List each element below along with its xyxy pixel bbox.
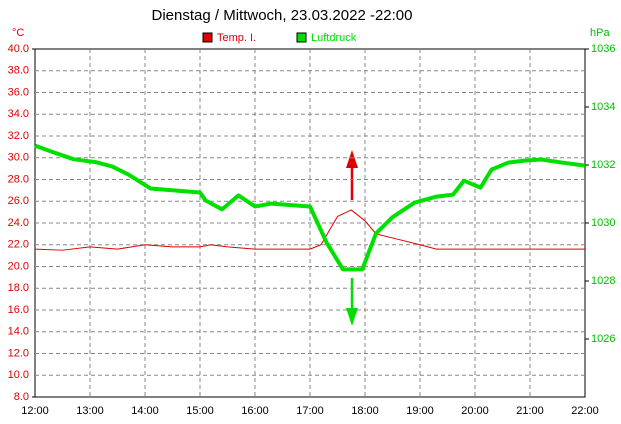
data-line bbox=[34, 209, 585, 251]
y-tick-label: 22.0 bbox=[8, 239, 29, 251]
y-tick-label: 32.0 bbox=[8, 130, 29, 142]
x-tick-label: 21:00 bbox=[516, 405, 544, 417]
x-tick-label: 22:00 bbox=[571, 405, 599, 417]
y-tick-label: 8.0 bbox=[14, 391, 29, 403]
x-tick-label: 16:00 bbox=[241, 405, 269, 417]
y2-tick-label: 1034 bbox=[591, 101, 615, 113]
y2-tick-label: 1026 bbox=[591, 333, 615, 345]
y-tick-label: 28.0 bbox=[8, 173, 29, 185]
y-tick-label: 12.0 bbox=[8, 347, 29, 359]
x-tick-label: 18:00 bbox=[351, 405, 379, 417]
y-axis-label: °C bbox=[12, 27, 24, 39]
y-tick-label: 36.0 bbox=[8, 86, 29, 98]
y2-tick-label: 1036 bbox=[591, 43, 615, 55]
y-tick-label: 14.0 bbox=[8, 326, 29, 338]
y-tick-label: 16.0 bbox=[8, 304, 29, 316]
y-tick-label: 18.0 bbox=[8, 282, 29, 294]
y-tick-label: 20.0 bbox=[8, 260, 29, 272]
x-tick-label: 20:00 bbox=[461, 405, 489, 417]
y-tick-label: 10.0 bbox=[8, 369, 29, 381]
legend: Temp. I. Luftdruck bbox=[202, 32, 357, 44]
legend-swatch bbox=[296, 32, 307, 43]
data-line bbox=[34, 143, 586, 272]
y-tick-label: 34.0 bbox=[8, 108, 29, 120]
y-tick-label: 30.0 bbox=[8, 152, 29, 164]
y-tick-label: 26.0 bbox=[8, 195, 29, 207]
y-tick-label: 24.0 bbox=[8, 217, 29, 229]
x-tick-label: 13:00 bbox=[76, 405, 104, 417]
y2-tick-label: 1032 bbox=[591, 159, 615, 171]
y2-tick-label: 1028 bbox=[591, 275, 615, 287]
y2-tick-label: 1030 bbox=[591, 217, 615, 229]
up-arrow-head bbox=[346, 150, 358, 168]
x-tick-label: 19:00 bbox=[406, 405, 434, 417]
legend-swatch bbox=[202, 32, 213, 43]
x-tick-label: 17:00 bbox=[296, 405, 324, 417]
legend-label: Temp. I. bbox=[217, 32, 256, 44]
chart-title: Dienstag / Mittwoch, 23.03.2022 -22:00 bbox=[152, 7, 413, 24]
annotation-arrows bbox=[346, 150, 358, 326]
legend-label: Luftdruck bbox=[311, 32, 357, 44]
down-arrow-head bbox=[346, 308, 358, 326]
y-tick-label: 38.0 bbox=[8, 65, 29, 77]
x-tick-label: 12:00 bbox=[21, 405, 49, 417]
x-tick-label: 14:00 bbox=[131, 405, 159, 417]
y2-axis-label: hPa bbox=[590, 27, 610, 39]
x-tick-label: 15:00 bbox=[186, 405, 214, 417]
y-tick-label: 40.0 bbox=[8, 43, 29, 55]
